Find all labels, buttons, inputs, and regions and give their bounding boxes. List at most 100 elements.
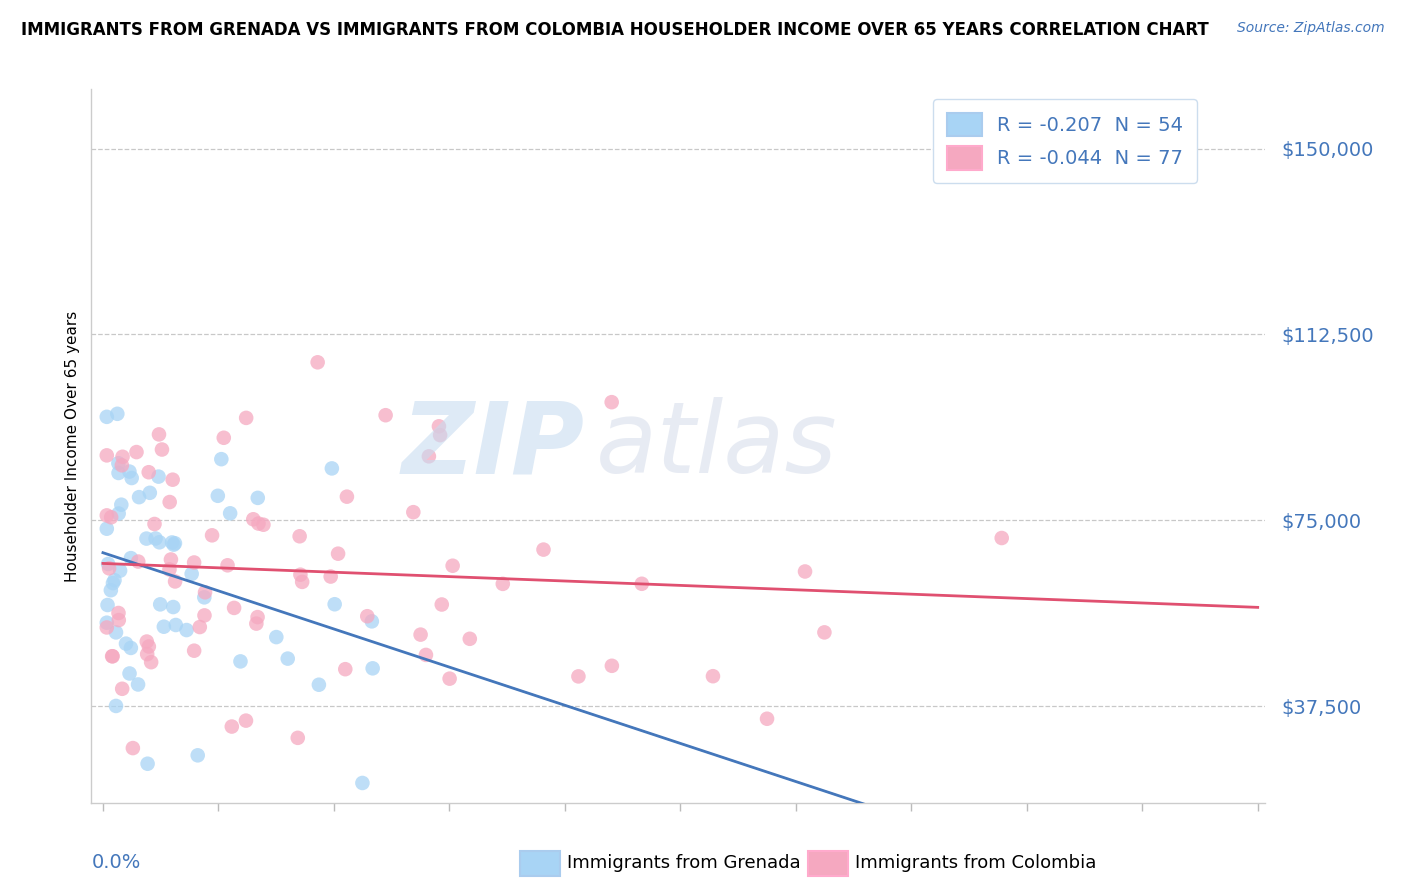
Point xyxy=(567,669,589,683)
Point xyxy=(165,574,187,589)
Point xyxy=(100,583,122,598)
Point xyxy=(118,465,141,479)
Point xyxy=(756,712,779,726)
Point xyxy=(287,731,309,745)
Point xyxy=(187,748,209,763)
Point xyxy=(600,395,623,409)
Point xyxy=(288,529,311,543)
Point xyxy=(143,516,166,531)
Point xyxy=(224,601,246,615)
Point xyxy=(96,508,118,523)
Point xyxy=(135,532,157,546)
Point xyxy=(335,662,357,676)
Point xyxy=(458,632,481,646)
Point xyxy=(352,776,374,790)
Point xyxy=(96,598,118,612)
Point xyxy=(148,469,170,483)
Point xyxy=(136,756,159,771)
Point xyxy=(235,410,257,425)
Point xyxy=(290,567,312,582)
Point xyxy=(323,597,346,611)
Point xyxy=(212,431,235,445)
Point xyxy=(180,566,202,581)
Point xyxy=(96,620,118,634)
Point xyxy=(813,625,835,640)
Point xyxy=(111,458,134,473)
Text: ZIP: ZIP xyxy=(402,398,585,494)
Point xyxy=(105,407,128,421)
Point xyxy=(111,450,134,464)
Point xyxy=(252,517,274,532)
Point xyxy=(163,538,186,552)
Point xyxy=(221,720,243,734)
Point xyxy=(136,647,159,661)
Point xyxy=(360,615,382,629)
Point xyxy=(990,531,1012,545)
Point xyxy=(159,562,181,576)
Point xyxy=(138,640,160,654)
Text: IMMIGRANTS FROM GRENADA VS IMMIGRANTS FROM COLOMBIA HOUSEHOLDER INCOME OVER 65 Y: IMMIGRANTS FROM GRENADA VS IMMIGRANTS FR… xyxy=(21,21,1209,38)
Point xyxy=(101,649,124,664)
Point xyxy=(104,625,127,640)
Point xyxy=(291,574,314,589)
Point xyxy=(96,615,118,630)
Text: atlas: atlas xyxy=(596,398,838,494)
Point xyxy=(418,450,440,464)
Point xyxy=(100,510,122,524)
Point xyxy=(121,471,143,485)
Y-axis label: Householder Income Over 65 years: Householder Income Over 65 years xyxy=(65,310,80,582)
Point xyxy=(120,551,142,566)
Point xyxy=(145,532,167,546)
Point xyxy=(110,498,132,512)
Point xyxy=(246,491,269,505)
Point xyxy=(361,661,384,675)
Point xyxy=(429,428,451,442)
Point xyxy=(127,677,149,691)
Point xyxy=(105,698,128,713)
Point xyxy=(183,556,205,570)
Point xyxy=(235,714,257,728)
Point xyxy=(308,678,330,692)
Point xyxy=(242,512,264,526)
Point xyxy=(430,598,453,612)
Point xyxy=(356,609,378,624)
Point xyxy=(402,505,425,519)
Point xyxy=(150,442,173,457)
Point xyxy=(702,669,724,683)
Point xyxy=(107,507,129,521)
Point xyxy=(441,558,464,573)
Point xyxy=(103,573,125,587)
Point xyxy=(176,623,198,637)
Point xyxy=(245,616,267,631)
Point xyxy=(138,465,160,479)
Point xyxy=(125,445,148,459)
Point xyxy=(246,610,269,624)
Text: 0.0%: 0.0% xyxy=(91,853,141,871)
Point xyxy=(97,557,120,571)
Point xyxy=(277,651,299,665)
Point xyxy=(217,558,239,573)
Point xyxy=(96,448,118,462)
Point xyxy=(153,620,176,634)
Point xyxy=(118,666,141,681)
Point xyxy=(194,585,217,599)
Point xyxy=(101,649,124,664)
Point xyxy=(98,561,121,575)
Point xyxy=(229,654,252,668)
Point xyxy=(148,427,170,442)
Point xyxy=(121,741,143,756)
Point xyxy=(201,528,224,542)
Point xyxy=(107,613,129,627)
Point xyxy=(415,648,437,662)
Point xyxy=(409,627,432,641)
Text: Source: ZipAtlas.com: Source: ZipAtlas.com xyxy=(1237,21,1385,35)
Point xyxy=(141,655,163,669)
Point xyxy=(149,598,172,612)
Point xyxy=(266,630,288,644)
Point xyxy=(107,456,129,470)
Point xyxy=(101,576,124,591)
Point xyxy=(107,606,129,620)
Point xyxy=(162,600,184,615)
Point xyxy=(319,569,342,583)
Point xyxy=(115,637,138,651)
